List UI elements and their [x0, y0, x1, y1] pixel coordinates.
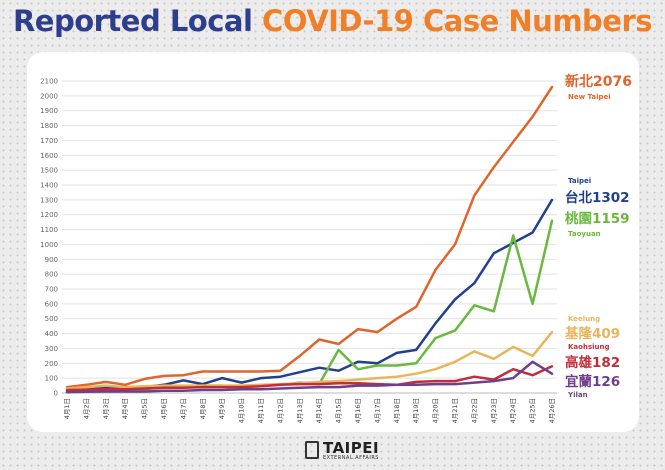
series-name-label: 台北	[565, 189, 593, 206]
building-icon	[305, 441, 319, 459]
x-tick-label: 4月22日	[470, 398, 478, 423]
x-tick-label: 4月9日	[218, 398, 226, 419]
y-tick-label: 600	[45, 300, 58, 308]
series-line	[65, 330, 554, 390]
series-end-label: 新北2076	[565, 73, 632, 90]
y-tick-label: 1900	[40, 107, 58, 115]
x-tick-label: 4月7日	[179, 398, 187, 419]
y-tick-label: 500	[45, 315, 58, 323]
series-name-label: 宜蘭	[565, 373, 592, 390]
y-tick-label: 1400	[40, 182, 58, 190]
series-value-label: 182	[592, 355, 620, 371]
title-part-2: COVID-19 Case Numbers	[262, 4, 653, 38]
y-tick-label: 1100	[40, 226, 58, 234]
x-tick-label: 4月4日	[121, 398, 129, 419]
title-part-1: Reported Local	[12, 4, 263, 38]
x-tick-label: 4月1日	[63, 398, 71, 419]
y-tick-label: 1600	[40, 152, 58, 160]
chart-card: 0 100 200 300 400 500 600 700 800 900 1000 1100 1200…	[27, 52, 639, 432]
taipei-logo: TAIPEI EXTERNAL AFFAIRS	[305, 439, 379, 465]
x-tick-label: 4月8日	[199, 398, 207, 419]
x-tick-label: 4月10日	[238, 398, 246, 423]
series-english-name: Taoyuan	[568, 230, 601, 238]
y-tick-label: 800	[45, 271, 58, 279]
x-tick-label: 4月23日	[490, 398, 498, 423]
x-tick-label: 4月25日	[529, 398, 537, 423]
y-tick-label: 1000	[40, 241, 58, 249]
x-tick-label: 4月15日	[335, 398, 343, 423]
series-english-name: Keelung	[568, 315, 600, 323]
series-english-name: Kaohsiung	[568, 343, 609, 351]
series-line	[65, 360, 554, 394]
series-line	[65, 365, 554, 392]
y-tick-label: 900	[45, 256, 58, 264]
x-tick-label: 4月21日	[451, 398, 459, 423]
logo-subtitle: EXTERNAL AFFAIRS	[323, 455, 379, 461]
x-tick-label: 4月18日	[393, 398, 401, 423]
x-tick-label: 4月12日	[276, 398, 284, 423]
x-tick-label: 4月14日	[315, 398, 323, 423]
y-tick-label: 1700	[40, 137, 58, 145]
series-line	[65, 219, 554, 393]
x-tick-label: 4月16日	[354, 398, 362, 423]
series-line	[65, 198, 554, 393]
y-tick-label: 1500	[40, 167, 58, 175]
series-value-label: 1302	[592, 190, 630, 206]
y-tick-label: 0	[54, 390, 58, 398]
series-english-name: Taipei	[568, 177, 591, 185]
y-tick-label: 1800	[40, 122, 58, 130]
series-line	[65, 85, 554, 389]
y-tick-label: 700	[45, 286, 58, 294]
series-end-label: 桃園1159	[565, 210, 630, 227]
chart-title: Reported Local COVID-19 Case Numbers	[0, 4, 665, 38]
y-tick-label: 1300	[40, 196, 58, 204]
y-tick-label: 400	[45, 330, 58, 338]
x-tick-label: 4月3日	[102, 398, 110, 419]
series-value-label: 409	[592, 326, 620, 342]
series-end-label: 台北1302	[565, 189, 630, 206]
series-value-label: 2076	[593, 74, 632, 90]
series-end-label: 宜蘭126	[565, 373, 620, 390]
x-tick-label: 4月6日	[160, 398, 168, 419]
series-name-label: 基隆	[565, 325, 593, 342]
x-tick-label: 4月5日	[141, 398, 149, 419]
y-tick-label: 2100	[40, 78, 58, 86]
x-tick-label: 4月20日	[432, 398, 440, 423]
line-chart: 0 100 200 300 400 500 600 700 800 900 1000 1100 1200…	[40, 73, 632, 423]
series-end-label: 高雄182	[565, 354, 620, 371]
x-tick-label: 4月19日	[412, 398, 420, 423]
series-name-label: 桃園	[565, 210, 592, 227]
series-english-name: Yilan	[567, 391, 588, 399]
series-value-label: 1159	[592, 211, 630, 227]
x-tick-label: 4月13日	[296, 398, 304, 423]
series-end-label: 基隆409	[565, 325, 620, 342]
x-tick-label: 4月11日	[257, 398, 265, 423]
y-tick-label: 1200	[40, 211, 58, 219]
series-name-label: 高雄	[565, 354, 593, 371]
series-name-label: 新北	[565, 73, 593, 90]
x-tick-label: 4月17日	[373, 398, 381, 423]
y-tick-label: 2000	[40, 92, 58, 100]
y-tick-label: 300	[45, 345, 58, 353]
x-tick-label: 4月2日	[82, 398, 90, 419]
series-english-name: New Taipei	[568, 93, 611, 101]
y-tick-label: 200	[45, 360, 58, 368]
logo-name: TAIPEI	[323, 439, 380, 457]
y-tick-label: 100	[45, 375, 58, 383]
series-value-label: 126	[592, 374, 620, 390]
x-tick-label: 4月26日	[548, 398, 556, 423]
x-tick-label: 4月24日	[509, 398, 517, 423]
